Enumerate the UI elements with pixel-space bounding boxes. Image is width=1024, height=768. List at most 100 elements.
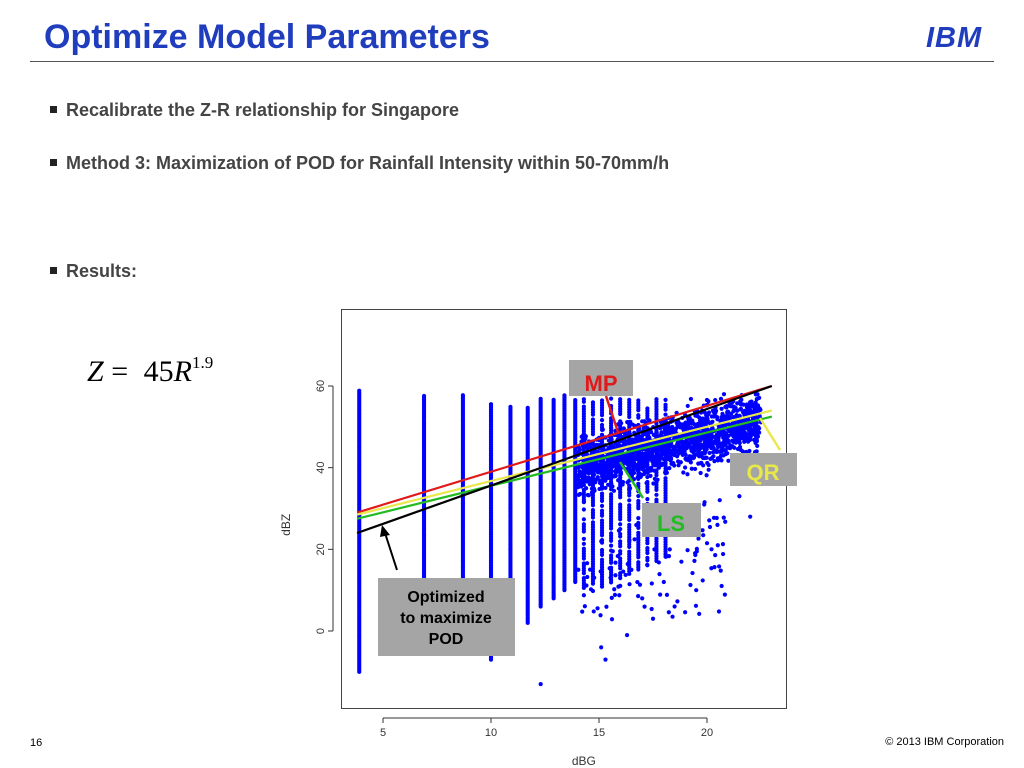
data-point	[751, 437, 757, 442]
data-point	[677, 424, 682, 429]
data-point	[704, 473, 709, 478]
fit-line-optimized	[356, 384, 773, 535]
data-point	[587, 567, 593, 572]
data-point	[616, 478, 621, 483]
data-point	[488, 402, 494, 407]
data-point	[586, 468, 592, 473]
x-tick-label: 10	[485, 727, 497, 739]
data-point	[581, 576, 586, 581]
data-point	[642, 468, 647, 474]
data-point	[711, 449, 716, 455]
data-point	[737, 494, 742, 499]
data-point	[577, 469, 582, 474]
data-point	[686, 442, 692, 447]
data-point	[583, 436, 588, 441]
data-point	[632, 537, 637, 542]
data-point	[592, 472, 597, 477]
formula-coefficient: 45	[143, 355, 174, 388]
data-point	[716, 444, 721, 449]
data-point	[676, 463, 681, 468]
data-point	[599, 539, 604, 544]
data-point	[720, 542, 726, 547]
data-point	[636, 515, 641, 521]
data-point	[712, 459, 717, 464]
data-point	[638, 473, 644, 479]
data-point	[627, 582, 632, 587]
data-point	[749, 399, 754, 404]
data-point	[729, 432, 734, 437]
data-point	[685, 472, 690, 477]
data-point	[598, 479, 603, 484]
bullet-text: Method 3: Maximization of POD for Rainfa…	[66, 153, 670, 173]
data-point	[696, 450, 701, 456]
data-point	[708, 437, 713, 442]
data-point	[729, 404, 734, 409]
data-point	[611, 488, 617, 493]
data-point	[692, 558, 697, 564]
data-point	[664, 554, 669, 559]
data-point	[609, 617, 615, 622]
data-point	[712, 408, 717, 413]
data-point	[599, 557, 605, 562]
data-point	[636, 498, 641, 504]
data-point	[683, 452, 688, 457]
data-point	[652, 547, 657, 552]
data-point	[654, 492, 659, 497]
data-point	[636, 493, 641, 499]
data-point	[627, 522, 632, 527]
data-point	[749, 402, 754, 407]
data-point	[588, 464, 594, 470]
data-point	[594, 460, 599, 466]
data-point	[723, 519, 728, 524]
data-point	[748, 514, 753, 519]
data-point	[657, 572, 662, 577]
data-point	[755, 443, 760, 449]
data-point	[709, 433, 714, 438]
qr-callout-box	[730, 453, 797, 486]
data-point	[599, 518, 605, 523]
data-point	[584, 479, 590, 484]
data-point	[585, 574, 590, 580]
data-point	[671, 447, 676, 453]
formula-variable: R	[173, 355, 192, 388]
data-point	[708, 456, 713, 462]
data-point	[590, 520, 596, 525]
data-point	[707, 443, 712, 449]
data-point	[666, 436, 671, 442]
data-point	[717, 498, 722, 503]
data-point	[581, 546, 586, 551]
data-point	[679, 559, 684, 564]
y-tick-label: 0	[315, 628, 327, 634]
data-point	[628, 462, 633, 467]
data-point	[613, 469, 618, 474]
data-point	[598, 569, 603, 574]
data-point	[707, 450, 712, 456]
data-point	[705, 420, 710, 425]
data-point	[627, 498, 632, 503]
data-point	[675, 599, 680, 604]
data-point	[636, 481, 641, 486]
data-point	[604, 604, 609, 609]
data-point	[661, 579, 666, 585]
data-point	[733, 429, 738, 434]
data-point	[634, 522, 639, 528]
data-point	[581, 536, 586, 542]
data-point	[654, 497, 659, 502]
data-point	[696, 441, 701, 446]
data-point	[702, 447, 707, 452]
data-point	[676, 451, 681, 456]
bullet-item: Method 3: Maximization of POD for Rainfa…	[50, 153, 669, 174]
data-point	[626, 446, 631, 452]
data-point	[740, 449, 745, 454]
data-point	[703, 444, 708, 449]
data-point	[619, 421, 624, 426]
data-point	[642, 471, 647, 477]
data-point	[688, 396, 694, 402]
data-point	[698, 419, 703, 425]
data-point	[508, 404, 513, 409]
data-point	[599, 417, 605, 423]
data-point	[717, 564, 722, 569]
formula-exponent: 1.9	[191, 353, 214, 372]
data-point	[623, 572, 628, 578]
data-point	[633, 464, 639, 469]
